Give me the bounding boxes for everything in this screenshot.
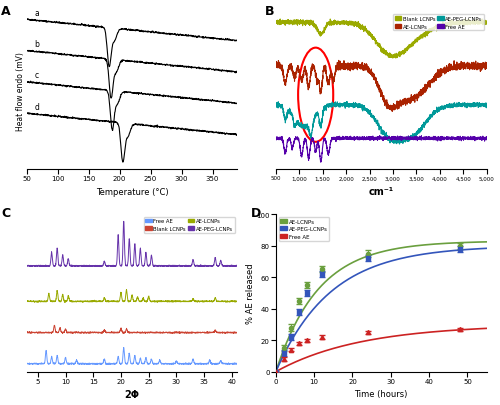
- Text: D: D: [250, 207, 261, 220]
- Text: B: B: [266, 5, 275, 18]
- Text: b: b: [34, 40, 40, 49]
- X-axis label: Time (hours): Time (hours): [354, 390, 408, 399]
- X-axis label: Temperature (°C): Temperature (°C): [96, 188, 168, 196]
- Legend: AE-LCNPs, AE-PEG-LCNPs, Free AE: AE-LCNPs, AE-PEG-LCNPs, Free AE: [278, 217, 329, 241]
- Y-axis label: Heat flow endo (mV): Heat flow endo (mV): [16, 52, 26, 130]
- X-axis label: 2Φ: 2Φ: [124, 390, 140, 399]
- Legend: Blank LCNPs, AE-LCNPs, AE-PEG-LCNPs, Free AE: Blank LCNPs, AE-LCNPs, AE-PEG-LCNPs, Fre…: [393, 15, 484, 31]
- Y-axis label: % AE released: % AE released: [246, 263, 254, 324]
- Legend: Free AE, Blank LCNPs, AE-LCNPs, AE-PEG-LCNPs: Free AE, Blank LCNPs, AE-LCNPs, AE-PEG-L…: [144, 217, 235, 233]
- X-axis label: cm⁻¹: cm⁻¹: [368, 186, 394, 196]
- Text: a: a: [34, 9, 40, 18]
- Text: c: c: [34, 71, 39, 80]
- Text: A: A: [2, 5, 11, 18]
- Text: C: C: [2, 207, 11, 220]
- Text: d: d: [34, 102, 40, 111]
